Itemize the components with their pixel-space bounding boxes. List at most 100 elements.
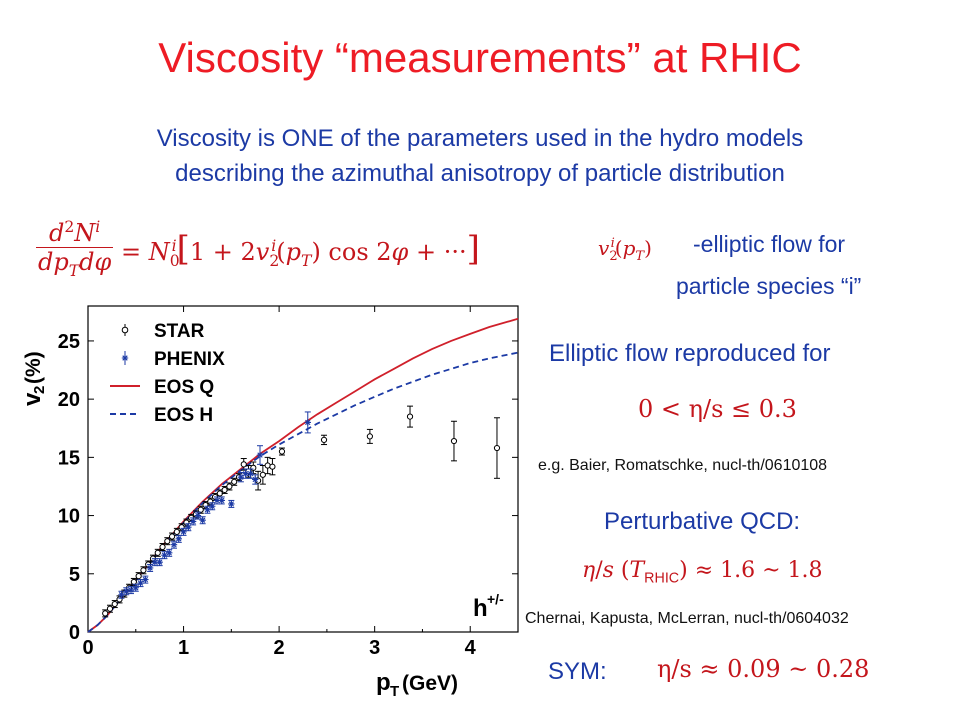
hadron-annotation: h — [473, 595, 488, 622]
star-point — [106, 605, 114, 612]
star-point — [173, 528, 180, 535]
axes: 0 1 2 3 4 0 5 10 15 20 25 — [58, 306, 518, 659]
star-point — [226, 483, 233, 490]
x-tick-label: 4 — [465, 637, 477, 659]
star-point — [111, 600, 118, 608]
y-tick-label: 5 — [69, 564, 80, 586]
plot-frame — [87, 305, 519, 633]
phenix-point — [185, 524, 192, 531]
series-line-eos-h — [87, 351, 519, 633]
star-point — [250, 464, 257, 471]
star-point — [140, 567, 147, 574]
y-tick-label: 10 — [58, 506, 80, 528]
flow-equation: d2Ni dpTdφ = N0i[1 + 2v2i(pT) cos 2φ + ·… — [36, 218, 480, 280]
phenix-point — [213, 497, 221, 504]
ref-baier: e.g. Baier, Romatschke, nucl-th/0610108 — [538, 457, 828, 474]
phenix-point — [156, 558, 163, 566]
star-point — [130, 578, 137, 586]
star-point — [406, 413, 414, 420]
star-point — [164, 538, 171, 545]
pqcd-heading: Perturbative QCD: — [604, 508, 801, 535]
phenix-point — [142, 576, 149, 583]
elliptic-heading: Elliptic flow reproduced for — [549, 340, 831, 367]
phenix-point — [123, 588, 130, 595]
y-axis-label-sub: 2 — [31, 386, 48, 394]
phenix-point — [256, 451, 264, 459]
phenix-point — [204, 506, 211, 513]
y-tick-label: 20 — [58, 389, 80, 411]
phenix-point — [175, 535, 182, 543]
phenix-point — [166, 549, 173, 557]
phenix-point — [180, 528, 187, 536]
phenix-point — [237, 473, 245, 481]
legend-label-eos-q: EOS Q — [154, 377, 214, 398]
pqcd-formula: η/s (TRHIC) ≈ 1.6 ~ 1.8 — [582, 558, 823, 587]
series — [87, 317, 519, 633]
y-tick-label: 25 — [58, 331, 80, 353]
phenix-point — [137, 579, 144, 587]
plot-frame-box — [87, 305, 519, 633]
x-tick-label: 3 — [369, 637, 380, 659]
ref-chernai: Chernai, Kapusta, McLerran, nucl-th/0604… — [525, 610, 849, 627]
star-point — [269, 463, 276, 470]
phenix-point — [118, 591, 125, 598]
legend-label-star: STAR — [154, 321, 205, 342]
phenix-point — [127, 586, 135, 594]
x-axis-label-unit: (GeV) — [402, 672, 458, 695]
sym-label: SYM: — [548, 658, 607, 685]
x-tick-label: 1 — [178, 637, 189, 659]
legend-label-eos-h: EOS H — [154, 405, 213, 426]
equation-fraction: d2Ni dpTdφ — [36, 218, 114, 280]
v2-symbol: v2i(pT) — [598, 236, 652, 264]
slide-title: Viscosity “measurements” at RHIC — [158, 34, 802, 81]
phenix-point — [209, 503, 216, 510]
star-point — [240, 461, 247, 468]
legend-swatch-star — [121, 326, 129, 334]
phenix-point — [199, 517, 206, 524]
phenix-point — [228, 500, 235, 508]
legend-swatch-phenix — [121, 354, 129, 362]
sym-formula: η/s ≈ 0.09 ~ 0.28 — [657, 655, 870, 683]
phenix-point — [247, 470, 254, 477]
legend-label-phenix: PHENIX — [154, 349, 225, 370]
v2-caption-line-2: particle species “i” — [676, 273, 862, 299]
y-tick-label: 0 — [69, 622, 80, 644]
phenix-point — [146, 564, 154, 572]
star-point — [450, 437, 458, 445]
x-axis-label-p: p — [376, 669, 391, 696]
phenix-point — [132, 584, 139, 591]
star-point — [168, 533, 176, 540]
v2-chart: 0 1 2 3 4 0 5 10 15 20 25 STAR PHENIX EOS Q EOS H v 2… — [19, 305, 519, 700]
phenix-point — [304, 419, 311, 426]
star-point — [493, 444, 501, 452]
phenix-point — [161, 551, 168, 559]
phenix-point — [170, 541, 178, 548]
y-axis-label-pct: (%) — [22, 351, 45, 384]
star-point — [135, 573, 142, 580]
phenix-point — [194, 512, 202, 519]
star-point — [320, 436, 328, 443]
x-axis-label-sub: T — [390, 683, 399, 700]
legend: STAR PHENIX EOS Q EOS H — [110, 321, 225, 426]
star-point — [366, 433, 373, 440]
star-point — [259, 471, 266, 478]
phenix-point — [218, 497, 225, 504]
subtitle-line-2: describing the azimuthal anisotropy of p… — [175, 160, 785, 187]
subtitle-line-1: Viscosity is ONE of the parameters used … — [156, 125, 804, 152]
phenix-point — [189, 518, 197, 525]
x-tick-label: 0 — [82, 637, 93, 659]
y-axis-label-v: v — [19, 392, 46, 406]
star-point — [197, 506, 204, 513]
hadron-annotation-charge: +/- — [487, 591, 504, 607]
star-point — [154, 549, 161, 556]
v2-caption-line-1: -elliptic flow for — [693, 231, 846, 257]
y-tick-label: 15 — [58, 447, 80, 469]
star-point — [231, 478, 238, 485]
star-point — [102, 610, 109, 617]
phenix-point — [252, 476, 259, 483]
series-line-eos-q — [87, 317, 519, 633]
star-point — [278, 448, 286, 455]
star-point — [159, 543, 166, 551]
phenix-point — [242, 470, 249, 477]
eta-s-range: 0 < η/s ≤ 0.3 — [638, 395, 797, 423]
